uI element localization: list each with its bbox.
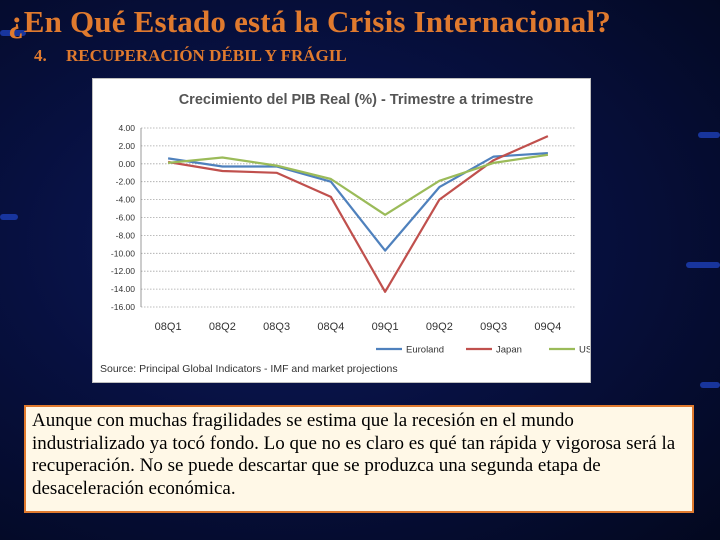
x-axis-ticks: 08Q1 08Q2 08Q3 08Q4 09Q1 09Q2 09Q3 09Q4 [155, 321, 562, 333]
decorative-stripe [0, 30, 26, 36]
body-text: Aunque con muchas fragilidades se estima… [32, 410, 676, 499]
chart-legend: Euroland Japan US [376, 345, 590, 356]
chart-series [167, 135, 549, 293]
y-tick-label: -14.00 [111, 284, 135, 294]
decorative-stripe [698, 132, 720, 138]
y-tick-label: -16.00 [111, 302, 135, 312]
y-axis-ticks: 4.00 2.00 0.00 -2.00 -4.00 -6.00 -8.00 -10.00 -1… [111, 123, 135, 312]
legend-label: Japan [496, 345, 522, 356]
y-tick-label: 0.00 [118, 159, 135, 169]
decorative-stripe [686, 262, 720, 268]
gdp-chart-svg: Crecimiento del PIB Real (%) - Trimestre… [100, 92, 590, 375]
y-tick-label: -2.00 [116, 177, 136, 187]
y-tick-label: 2.00 [118, 141, 135, 151]
body-text-box: Aunque con muchas fragilidades se estima… [24, 405, 694, 513]
x-tick-label: 08Q3 [263, 321, 290, 333]
y-tick-label: 4.00 [118, 123, 135, 133]
y-tick-label: -12.00 [111, 266, 135, 276]
x-tick-label: 08Q2 [209, 321, 236, 333]
decorative-stripe [700, 382, 720, 388]
series-line-us [167, 153, 549, 216]
slide-title: ¿En Qué Estado está la Crisis Internacio… [8, 4, 612, 39]
subtitle-number: 4. [34, 46, 47, 65]
subtitle-text: RECUPERACIÓN DÉBIL Y FRÁGIL [66, 46, 347, 65]
x-tick-label: 09Q1 [372, 321, 399, 333]
y-tick-label: -6.00 [116, 213, 136, 223]
series-line-japan [167, 135, 549, 293]
legend-label: US [579, 345, 590, 356]
x-tick-label: 08Q4 [317, 321, 344, 333]
y-tick-label: -10.00 [111, 248, 135, 258]
slide-subtitle: 4. RECUPERACIÓN DÉBIL Y FRÁGIL [34, 46, 347, 66]
y-tick-label: -8.00 [116, 230, 136, 240]
decorative-stripe [0, 214, 18, 220]
chart-grid [140, 127, 575, 308]
x-tick-label: 09Q3 [480, 321, 507, 333]
x-tick-label: 09Q2 [426, 321, 453, 333]
chart-title: Crecimiento del PIB Real (%) - Trimestre… [179, 92, 534, 108]
y-tick-label: -4.00 [116, 195, 136, 205]
gdp-chart: Crecimiento del PIB Real (%) - Trimestre… [92, 78, 591, 383]
legend-label: Euroland [406, 345, 444, 356]
x-tick-label: 09Q4 [534, 321, 561, 333]
series-line-euroland [167, 152, 548, 252]
x-tick-label: 08Q1 [155, 321, 182, 333]
chart-source: Source: Principal Global Indicators - IM… [100, 363, 398, 375]
